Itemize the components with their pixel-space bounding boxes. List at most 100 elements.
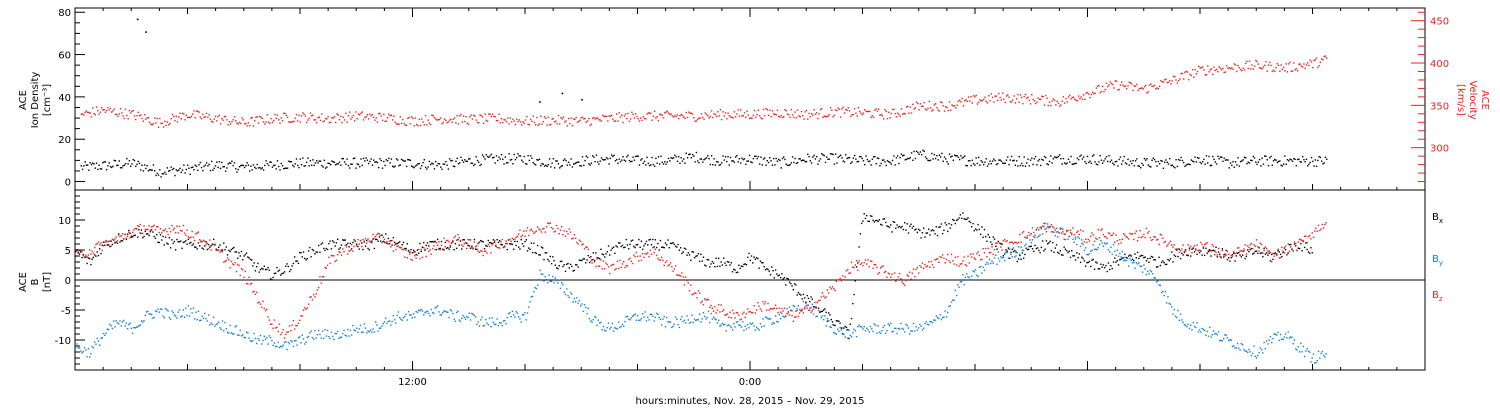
density-series-point xyxy=(597,161,599,163)
velocity-series-point xyxy=(913,108,915,110)
b-bz-series-point xyxy=(949,261,951,264)
b-by-series-point xyxy=(528,306,530,308)
b-by-series-point xyxy=(577,302,579,304)
b-by-series-point xyxy=(543,280,545,282)
b-by-series-point xyxy=(324,329,326,331)
density-series-point xyxy=(340,164,342,166)
b-bz-series-point xyxy=(1205,242,1207,245)
b-bx-series-point xyxy=(1006,250,1008,252)
density-series-point xyxy=(983,163,985,166)
density-series-point xyxy=(1010,155,1013,158)
density-series-point xyxy=(157,174,160,176)
b-bz-series-point xyxy=(416,254,419,257)
b-by-series-point xyxy=(881,330,883,332)
velocity-series-point xyxy=(910,112,913,114)
b-bz-series-point xyxy=(156,225,158,228)
density-series-point xyxy=(362,157,365,160)
b-by-series-point xyxy=(473,314,476,317)
density-series-point xyxy=(267,164,270,167)
velocity-series-point xyxy=(318,116,320,118)
b-bz-series-point xyxy=(235,270,238,273)
b-bx-series-point xyxy=(1306,248,1308,251)
density-series-point xyxy=(418,163,420,165)
b-bz-series-point xyxy=(726,313,729,315)
velocity-series-point xyxy=(1228,67,1230,69)
velocity-series-point xyxy=(777,115,780,118)
b-bx-series-point xyxy=(588,261,591,264)
b-by-series-point xyxy=(1268,339,1270,341)
velocity-series-point xyxy=(127,118,129,120)
b-bx-series-point xyxy=(720,261,722,263)
b-bx-series-point xyxy=(250,259,253,261)
b-by-series-point xyxy=(152,317,154,319)
velocity-series-point xyxy=(294,117,296,119)
density-series-point xyxy=(1027,158,1029,160)
density-series-point xyxy=(774,164,776,166)
b-bz-series-point xyxy=(1182,244,1184,246)
b-bz-series-point xyxy=(1135,230,1137,232)
b-by-series-point xyxy=(459,320,462,323)
b-bx-series-point xyxy=(657,242,659,245)
b-bx-series-point xyxy=(606,251,608,253)
b-bx-series-point xyxy=(1036,247,1039,249)
b-bx-series-point xyxy=(564,270,567,273)
b-bx-series-point xyxy=(1224,253,1226,255)
density-series-point xyxy=(917,151,919,154)
velocity-series-point xyxy=(804,111,806,113)
density-series-point xyxy=(193,169,195,171)
b-bx-series-point xyxy=(1090,265,1092,268)
b-by-series-point xyxy=(476,323,478,326)
b-by-series-point xyxy=(917,327,920,329)
b-by-series-point xyxy=(988,258,991,261)
b-bz-series-point xyxy=(1277,248,1279,251)
density-series-point xyxy=(402,159,404,161)
b-by-series-point xyxy=(300,342,302,344)
density-series-point xyxy=(1201,160,1204,163)
density-series-point xyxy=(1291,160,1294,162)
b-bx-series-point xyxy=(331,240,334,242)
b-by-series-point xyxy=(786,307,788,310)
b-bx-series-point xyxy=(979,233,982,235)
density-series-point xyxy=(685,152,687,154)
b-bx-series-point xyxy=(949,227,951,229)
velocity-series-point xyxy=(1090,93,1092,96)
velocity-series-point xyxy=(380,115,382,117)
velocity-series-point xyxy=(447,121,450,123)
b-bz-series-point xyxy=(1200,241,1202,244)
b-by-series-point xyxy=(1201,327,1203,330)
b-bx-series-point xyxy=(585,262,587,264)
density-series-point xyxy=(740,162,742,164)
density-series-point xyxy=(159,169,161,171)
b-by-series-point xyxy=(571,293,573,295)
b-bz-series-point xyxy=(248,276,250,279)
density-series-point xyxy=(962,156,965,159)
velocity-series-point xyxy=(262,121,265,123)
density-series-point xyxy=(453,165,456,168)
b-bx-series-point xyxy=(1138,257,1140,260)
b-bz-series-point xyxy=(1084,238,1087,240)
density-series-point xyxy=(752,157,755,160)
velocity-series-point xyxy=(748,117,751,120)
b-bx-series-point xyxy=(312,249,315,252)
b-bz-series-point xyxy=(304,307,306,309)
b-bz-series-point xyxy=(231,263,234,265)
b-bz-series-point xyxy=(515,236,517,239)
b-by-series-point xyxy=(1006,251,1008,254)
b-bx-series-point xyxy=(906,223,908,225)
b-by-series-point xyxy=(614,327,616,329)
density-series-point xyxy=(1210,164,1213,167)
b-bx-series-point xyxy=(685,248,687,250)
b-by-series-point xyxy=(552,275,554,278)
velocity-series-point xyxy=(274,113,276,116)
b-bx-series-point xyxy=(362,248,364,251)
b-bx-series-point xyxy=(1187,254,1189,257)
b-bx-series-point xyxy=(220,249,222,251)
b-bz-series-point xyxy=(1021,232,1024,234)
b-bx-series-point xyxy=(325,247,327,250)
density-series-point xyxy=(712,164,714,166)
b-by-series-point xyxy=(652,315,654,317)
b-bx-series-point xyxy=(817,307,820,309)
b-bx-series-point xyxy=(435,248,438,251)
b-bz-series-point xyxy=(373,237,376,239)
b-by-series-point xyxy=(912,322,915,325)
